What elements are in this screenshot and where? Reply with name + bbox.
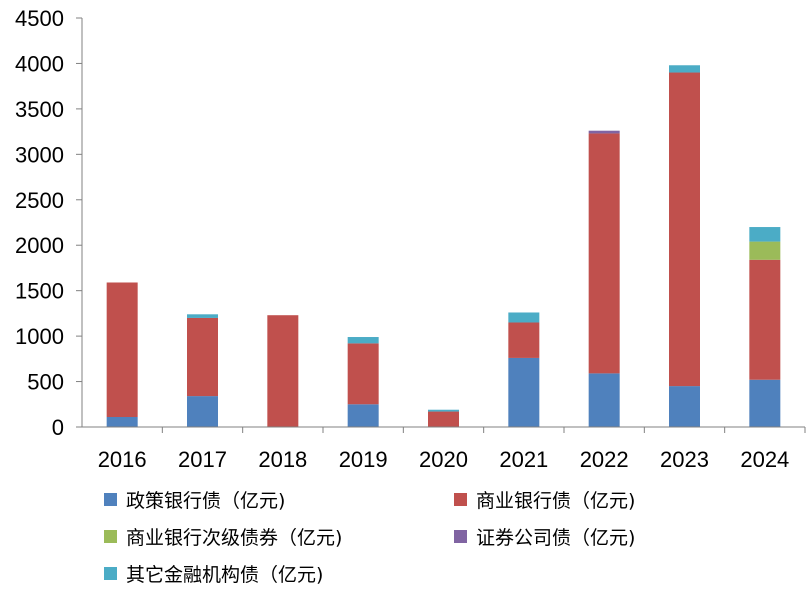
bar-segment — [187, 317, 218, 397]
legend-label: 政策银行债（亿元) — [126, 490, 286, 512]
bar-segment — [347, 337, 379, 344]
x-tick-label: 2023 — [660, 447, 709, 472]
x-tick-label: 2019 — [339, 447, 388, 472]
legend-swatch — [104, 530, 117, 543]
y-tick-label: 0 — [52, 415, 64, 440]
x-tick-label: 2018 — [258, 447, 307, 472]
x-axis: 2016 2017 2018 2019 2020 2021 2022 2023 2024 — [82, 426, 806, 472]
bar-segment — [428, 411, 459, 427]
bar-segment — [588, 130, 620, 134]
x-tick-label: 2020 — [419, 447, 468, 472]
x-tick-label: 2022 — [580, 447, 629, 472]
y-tick-label: 1500 — [15, 279, 64, 304]
y-tick-label: 1000 — [15, 324, 64, 349]
bar-segment — [669, 65, 700, 73]
legend-swatch — [104, 567, 117, 580]
bar-segment — [749, 227, 781, 242]
bar-segment — [347, 404, 379, 427]
bar-segment — [187, 396, 218, 427]
x-tick-label: 2024 — [740, 447, 789, 472]
bar-segment — [749, 259, 781, 380]
legend-swatch — [104, 493, 117, 506]
bar-segment — [267, 315, 299, 427]
y-tick-label: 500 — [27, 370, 64, 395]
bar-segment — [669, 72, 700, 387]
bar-segment — [106, 417, 138, 427]
bar-segment — [106, 282, 138, 418]
bar-segment — [428, 409, 459, 412]
y-tick-label: 4000 — [15, 51, 64, 76]
bars — [106, 65, 781, 427]
y-tick-label: 4500 — [15, 6, 64, 31]
legend-swatch — [454, 493, 467, 506]
legend-swatch — [454, 530, 467, 543]
bar-segment — [508, 357, 540, 427]
y-tick-label: 3000 — [15, 142, 64, 167]
bar-segment — [347, 343, 379, 405]
bar-segment — [508, 322, 540, 358]
stacked-bar-chart: 0 500 1000 1500 2000 2500 3000 3500 4000 4500 201… — [15, 6, 806, 472]
bar-segment — [749, 379, 781, 427]
y-tick-label: 2000 — [15, 233, 64, 258]
bar-segment — [749, 241, 781, 260]
legend-item: 其它金融机构债（亿元) — [104, 560, 323, 587]
x-tick-label: 2021 — [499, 447, 548, 472]
legend-label: 其它金融机构债（亿元) — [126, 564, 324, 586]
bar-segment — [588, 373, 620, 427]
y-tick-label: 2500 — [15, 188, 64, 213]
legend-item: 证券公司债（亿元) — [454, 523, 635, 550]
legend-item: 政策银行债（亿元) — [104, 486, 285, 513]
legend-label: 商业银行次级债券（亿元) — [126, 527, 343, 549]
bar-segment — [187, 314, 218, 318]
x-tick-label: 2017 — [178, 447, 227, 472]
bar-segment — [588, 133, 620, 374]
legend-label: 证券公司债（亿元) — [476, 527, 636, 549]
bar-segment — [508, 312, 540, 323]
y-axis: 0 500 1000 1500 2000 2500 3000 3500 4000 4500 — [15, 6, 83, 440]
bar-segment — [669, 386, 700, 427]
legend-item: 商业银行债（亿元) — [454, 486, 635, 513]
legend-label: 商业银行债（亿元) — [476, 490, 636, 512]
legend-item: 商业银行次级债券（亿元) — [104, 523, 342, 550]
y-tick-label: 3500 — [15, 97, 64, 122]
x-tick-label: 2016 — [98, 447, 147, 472]
